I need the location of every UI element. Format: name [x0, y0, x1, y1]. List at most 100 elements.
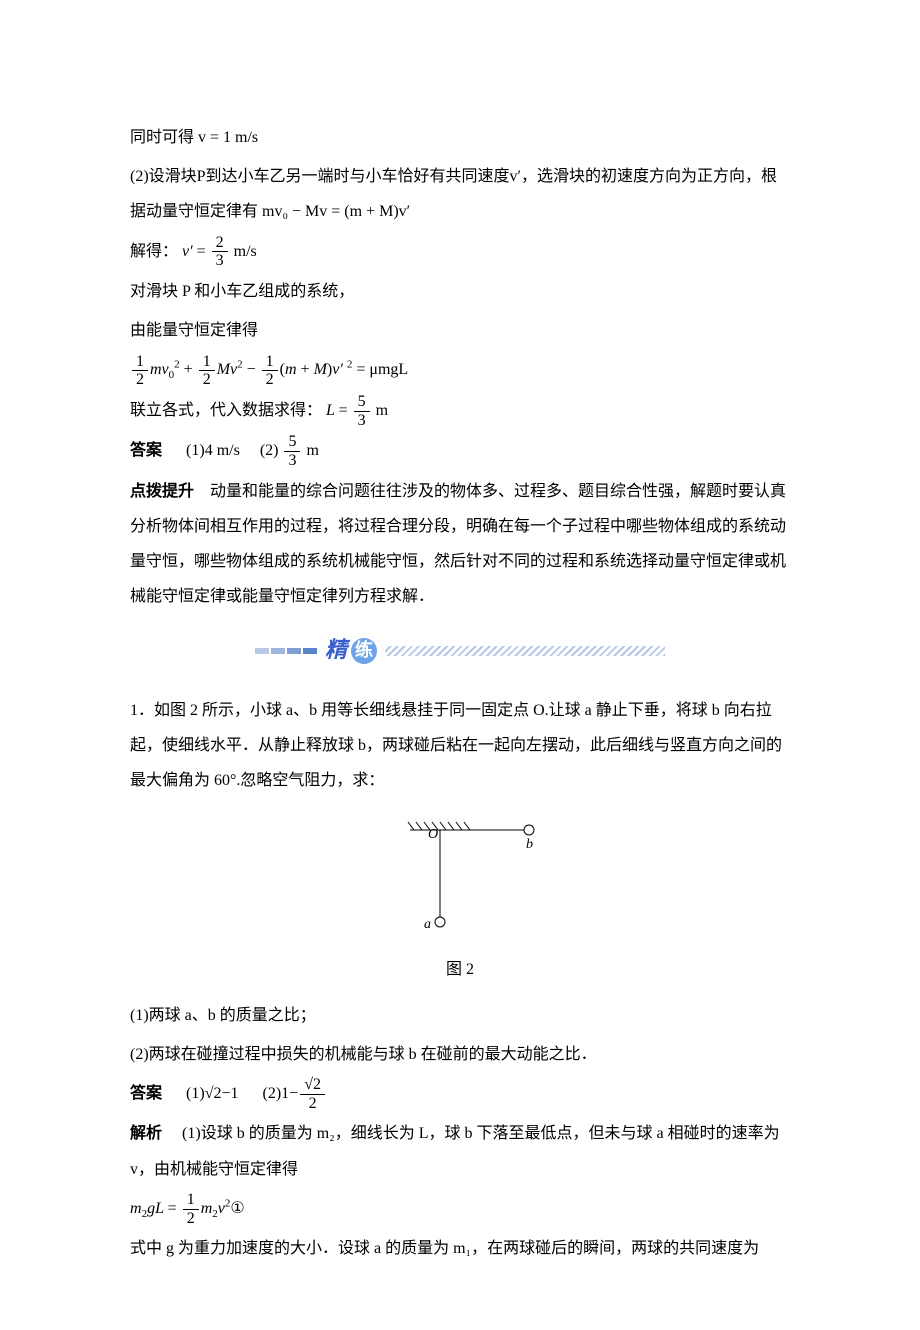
q1-sub2: (2)两球在碰撞过程中损失的机械能与球 b 在碰前的最大动能之比．	[130, 1037, 790, 1072]
bar-4	[303, 648, 317, 654]
q1-sub1: (1)两球 a、b 的质量之比；	[130, 998, 790, 1033]
ans2-label: 答案	[130, 1085, 162, 1102]
frac-den: 3	[354, 412, 370, 430]
frac-den: 3	[284, 452, 300, 470]
hint-block: 点拨提升 动量和能量的综合问题往往涉及的物体多、过程多、题目综合性强，解题时要认…	[130, 474, 790, 615]
answer-2: 答案 (1)√2−1 (2)1− √2 2	[130, 1076, 790, 1112]
pendulum-diagram: O a b	[380, 808, 540, 948]
text-line: 由能量守恒定律得	[130, 313, 790, 348]
equals3: =	[168, 1200, 181, 1217]
frac-half-1: 1 2	[132, 353, 148, 389]
section-banner: 精 练	[130, 626, 790, 674]
p4: 对滑块 P 和小车乙组成的系统，	[130, 283, 354, 300]
banner-bars	[255, 648, 317, 654]
sol-lhs: m	[130, 1200, 142, 1217]
ans2-1: √2−1	[205, 1085, 239, 1102]
spacer	[166, 1085, 182, 1102]
answer-line: 答案 (1)4 m/s (2) 5 3 m	[130, 433, 790, 469]
banner-title: 精 练	[325, 626, 377, 674]
frac-den: 2	[262, 371, 278, 389]
frac-num: 5	[284, 433, 300, 452]
figure-2: O a b	[130, 808, 790, 948]
p1: 同时可得 v = 1 m/s	[130, 129, 258, 146]
p5: 由能量守恒定律得	[130, 322, 258, 339]
energy-equation: 1 2 mv02 + 1 2 Mv2 − 1 2 (m + M)v′ 2 = μ…	[130, 352, 790, 388]
sol-v: v	[218, 1200, 225, 1217]
sol-rhs: m	[201, 1200, 213, 1217]
bar-3	[287, 648, 301, 654]
frac-half-sol: 1 2	[183, 1191, 199, 1227]
frac-num: 1	[262, 353, 278, 372]
ans1: (1)4 m/s	[186, 442, 240, 459]
bar-2	[271, 648, 285, 654]
frac-num: 1	[199, 353, 215, 372]
banner-jing: 精	[325, 626, 347, 674]
label-O: O	[428, 827, 438, 842]
plus1: +	[184, 361, 197, 378]
solution-block: 解析 (1)设球 b 的质量为 m₂，细线长为 L，球 b 下落至最低点，但未与…	[130, 1116, 790, 1186]
ans-spacer	[166, 442, 182, 459]
frac-5-3-ans: 5 3	[284, 433, 300, 469]
term3: (m + M)v′ 2	[280, 361, 353, 378]
ans-unit: m	[306, 442, 318, 459]
bar-1	[255, 648, 269, 654]
frac-num: 5	[354, 393, 370, 412]
var-v-prime: v′	[182, 243, 197, 260]
frac-sqrt2-2: √2 2	[300, 1076, 325, 1112]
banner-lian: 练	[351, 638, 377, 664]
ans2-2-pre: (2)1−	[263, 1085, 299, 1102]
var-L: L	[326, 402, 339, 419]
frac-num: 1	[132, 353, 148, 372]
sup2-1: 2	[174, 359, 180, 371]
hint-label: 点拨提升	[130, 483, 194, 500]
figure-caption: 图 2	[130, 952, 790, 987]
sup2-2: 2	[237, 359, 243, 371]
text-line: 对滑块 P 和小车乙组成的系统，	[130, 274, 790, 309]
spacer2	[243, 1085, 259, 1102]
frac-den: 3	[212, 252, 228, 270]
p7-pre: 联立各式，代入数据求得：	[130, 402, 322, 419]
label-a: a	[424, 917, 431, 932]
frac-den: 2	[183, 1210, 199, 1228]
term2: Mv	[217, 361, 237, 378]
frac-den: 2	[300, 1095, 325, 1113]
equals2: =	[339, 402, 352, 419]
sol-gL: gL	[147, 1200, 168, 1217]
frac-den: 2	[199, 371, 215, 389]
sol-spacer	[166, 1125, 182, 1142]
p7-post: m	[376, 402, 388, 419]
formula-line: 解得： v′ = 2 3 m/s	[130, 234, 790, 270]
formula-line: 联立各式，代入数据求得： L = 5 3 m	[130, 393, 790, 429]
p3-pre: 解得：	[130, 243, 178, 260]
term1: mv	[150, 361, 169, 378]
sol-equation: m2gL = 1 2 m2v2①	[130, 1191, 790, 1227]
minus: −	[247, 361, 260, 378]
frac-2-3: 2 3	[212, 234, 228, 270]
q1-1-text: (1)两球 a、b 的质量之比；	[130, 1007, 316, 1024]
ans-label: 答案	[130, 442, 162, 459]
sol-label: 解析	[130, 1125, 162, 1142]
sol-p2: 式中 g 为重力加速度的大小．设球 a 的质量为 m₁，在两球碰后的瞬间，两球的…	[130, 1231, 790, 1266]
frac-num: 1	[183, 1191, 199, 1210]
q1-text: 1．如图 2 所示，小球 a、b 用等长细线悬挂于同一固定点 O.让球 a 静止…	[130, 702, 782, 789]
p3-post: m/s	[234, 243, 257, 260]
sub0: 0	[169, 370, 175, 382]
question-1: 1．如图 2 所示，小球 a、b 用等长细线悬挂于同一固定点 O.让球 a 静止…	[130, 693, 790, 799]
label-b: b	[526, 837, 533, 852]
frac-num: 2	[212, 234, 228, 253]
ans-spacer2: (2)	[244, 442, 279, 459]
frac-half-3: 1 2	[262, 353, 278, 389]
text-line: (2)设滑块P到达小车乙另一端时与小车恰好有共同速度v′，选滑块的初速度方向为正…	[130, 159, 790, 229]
frac-half-2: 1 2	[199, 353, 215, 389]
frac-den: 2	[132, 371, 148, 389]
circled-1: ①	[230, 1200, 244, 1217]
frac-5-3: 5 3	[354, 393, 370, 429]
eq-tail: = μmgL	[356, 361, 408, 378]
q1-2-text: (2)两球在碰撞过程中损失的机械能与球 b 在碰前的最大动能之比．	[130, 1046, 597, 1063]
banner-hatch	[385, 646, 665, 656]
equals: =	[197, 243, 210, 260]
frac-num: √2	[300, 1076, 325, 1095]
ans2-1-pre: (1)	[186, 1085, 205, 1102]
hint-text: 动量和能量的综合问题往往涉及的物体多、过程多、题目综合性强，解题时要认真分析物体…	[130, 483, 786, 606]
text-line: 同时可得 v = 1 m/s	[130, 120, 790, 155]
